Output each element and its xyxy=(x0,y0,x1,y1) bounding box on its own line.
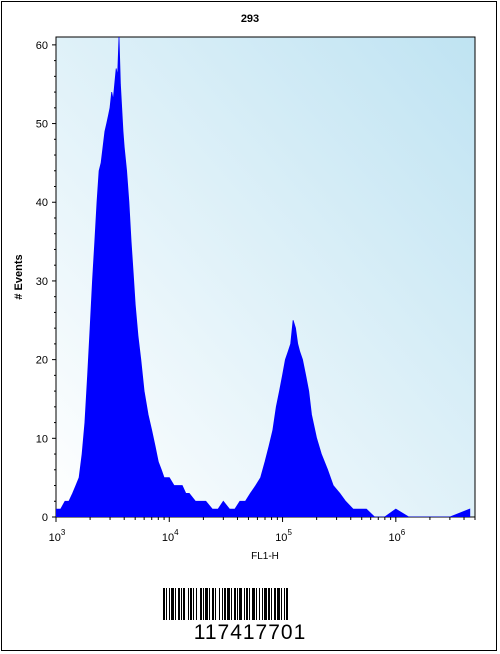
barcode-bar xyxy=(234,588,236,620)
y-tick-label: 20 xyxy=(36,355,48,367)
barcode-bar xyxy=(196,588,197,620)
y-axis-label: # Events xyxy=(13,254,25,299)
barcode-bar xyxy=(268,588,270,620)
barcode-bar xyxy=(281,588,282,620)
barcode-bar xyxy=(219,588,220,620)
barcode-bar xyxy=(181,588,182,620)
x-tick-label: 106 xyxy=(388,528,405,544)
barcode-bar xyxy=(231,588,232,620)
barcode-bar xyxy=(286,588,288,620)
barcode-bar xyxy=(244,588,245,620)
x-tick-label: 105 xyxy=(275,528,292,544)
barcode-bar xyxy=(264,588,267,620)
barcode-bar xyxy=(237,588,238,620)
histogram-series-0 xyxy=(56,37,471,517)
barcode-bar xyxy=(193,588,194,620)
barcode-bar xyxy=(252,588,255,620)
barcode-bar xyxy=(222,588,223,620)
barcode-bar xyxy=(190,588,192,620)
y-tick-label: 10 xyxy=(36,433,48,445)
barcode-bar xyxy=(215,588,216,620)
barcode-bar xyxy=(209,588,210,620)
y-tick-label: 60 xyxy=(36,40,48,52)
barcode-bar xyxy=(163,588,165,620)
barcode-bar xyxy=(284,588,285,620)
y-tick-label: 40 xyxy=(36,197,48,209)
barcode-bar xyxy=(171,588,174,620)
barcode-bar xyxy=(246,588,248,620)
barcode-image xyxy=(163,588,288,620)
barcode-bar xyxy=(212,588,214,620)
barcode-bar xyxy=(166,588,167,620)
y-tick-label: 50 xyxy=(36,119,48,131)
x-axis-label: FL1-H xyxy=(251,551,279,560)
barcode-bar xyxy=(203,588,204,620)
barcode-block: 117417701 xyxy=(0,588,500,648)
barcode-bar xyxy=(249,588,250,620)
barcode-bar xyxy=(227,588,230,620)
barcode-bar xyxy=(277,588,280,620)
barcode-bar xyxy=(262,588,263,620)
y-tick-label: 30 xyxy=(36,276,48,288)
chart-title: 293 xyxy=(241,13,259,25)
barcode-number: 117417701 xyxy=(193,621,307,644)
barcode-bar xyxy=(169,588,170,620)
barcode-bar xyxy=(178,588,180,620)
barcode-bar xyxy=(274,588,276,620)
y-tick-label: 0 xyxy=(42,512,48,524)
barcode-bar xyxy=(256,588,257,620)
barcode-bar xyxy=(188,588,189,620)
barcode-bar xyxy=(200,588,202,620)
barcode-bar xyxy=(205,588,208,620)
barcode-bar xyxy=(224,588,226,620)
barcode-bar xyxy=(271,588,272,620)
barcode-bar xyxy=(259,588,260,620)
barcode-bar xyxy=(239,588,242,620)
x-tick-label: 103 xyxy=(49,528,66,544)
barcode-bar xyxy=(183,588,185,620)
barcode-bar xyxy=(175,588,176,620)
x-tick-label: 104 xyxy=(162,528,179,544)
